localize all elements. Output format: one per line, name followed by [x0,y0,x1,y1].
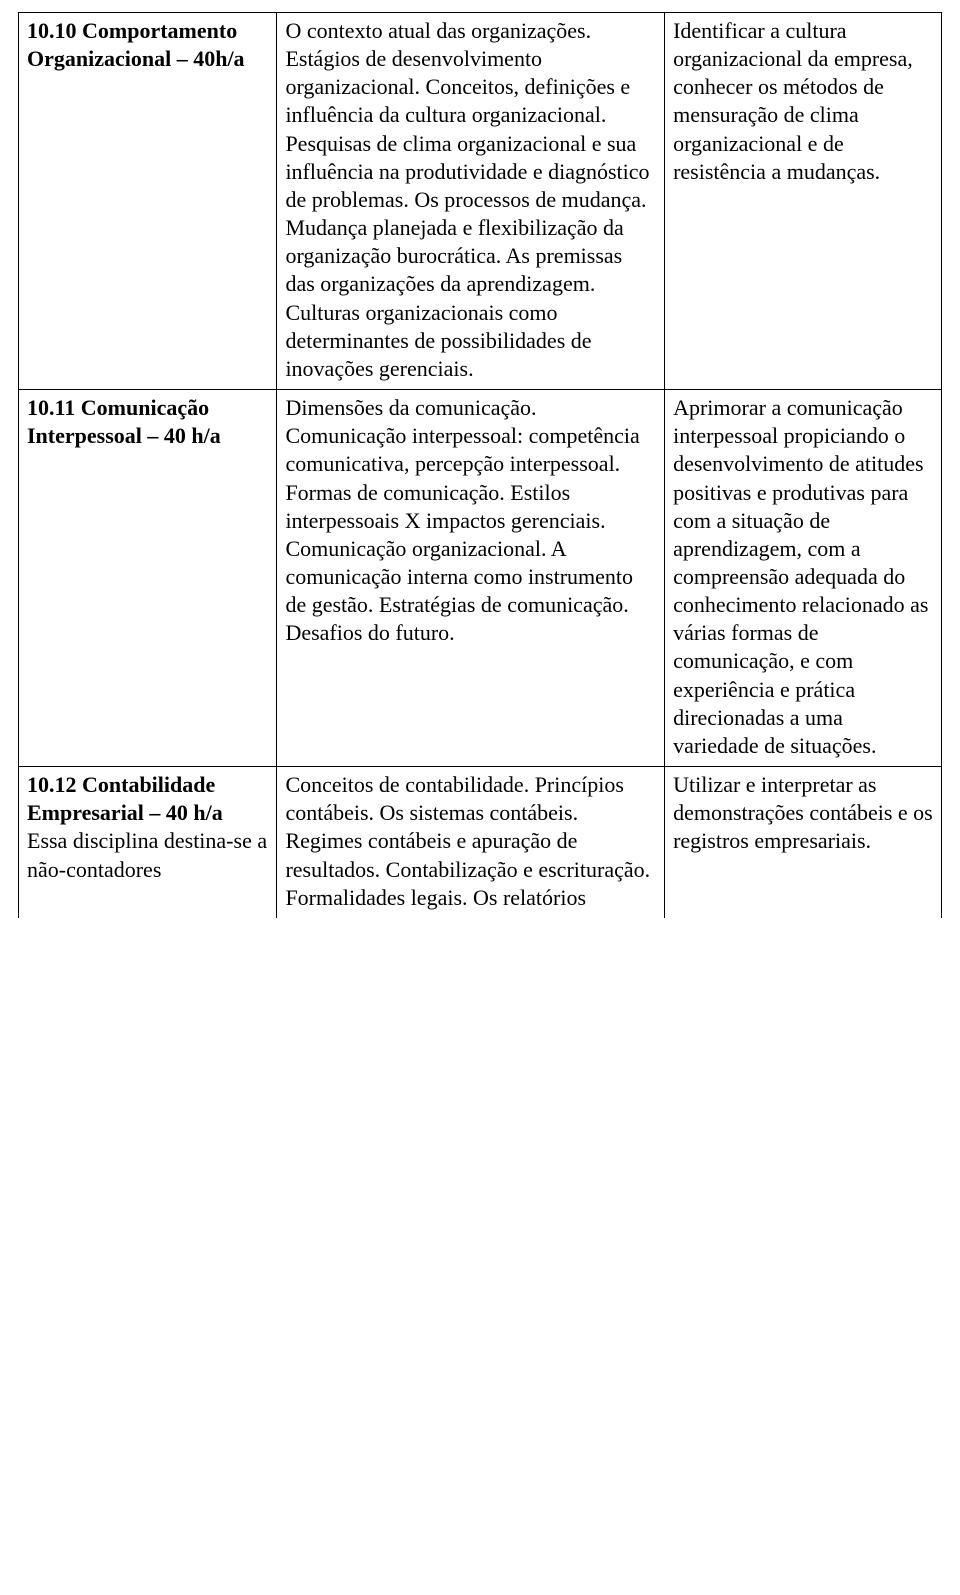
table-row: 10.12 Contabilidade Empresarial – 40 h/a… [19,767,942,918]
page: 10.10 Comportamento Organizacional – 40h… [0,0,960,918]
course-objective: Utilizar e interpretar as demonstrações … [673,772,933,853]
course-content-cell: O contexto atual das organizações. Estág… [277,13,665,390]
course-content: Dimensões da comunicação. Comunicação in… [285,395,639,645]
course-title: 10.10 Comportamento Organizacional – 40h… [27,18,245,71]
table-row: 10.11 Comunicação Interpessoal – 40 h/a … [19,390,942,767]
course-title-cell: 10.11 Comunicação Interpessoal – 40 h/a [19,390,277,767]
table-row: 10.10 Comportamento Organizacional – 40h… [19,13,942,390]
course-title-cell: 10.10 Comportamento Organizacional – 40h… [19,13,277,390]
course-objective: Identificar a cultura organizacional da … [673,18,913,184]
course-title-cell: 10.12 Contabilidade Empresarial – 40 h/a… [19,767,277,918]
course-content-cell: Dimensões da comunicação. Comunicação in… [277,390,665,767]
course-content: Conceitos de contabilidade. Princípios c… [285,772,650,910]
course-title: 10.11 Comunicação Interpessoal – 40 h/a [27,395,221,448]
course-content: O contexto atual das organizações. Estág… [285,18,649,381]
course-title: 10.12 Contabilidade Empresarial – 40 h/a [27,772,223,825]
curriculum-table: 10.10 Comportamento Organizacional – 40h… [18,12,942,918]
course-objective: Aprimorar a comunicação interpessoal pro… [673,395,928,758]
course-objective-cell: Utilizar e interpretar as demonstrações … [665,767,942,918]
course-objective-cell: Identificar a cultura organizacional da … [665,13,942,390]
course-content-cell: Conceitos de contabilidade. Princípios c… [277,767,665,918]
course-objective-cell: Aprimorar a comunicação interpessoal pro… [665,390,942,767]
course-note: Essa disciplina destina-se a não-contado… [27,828,267,881]
